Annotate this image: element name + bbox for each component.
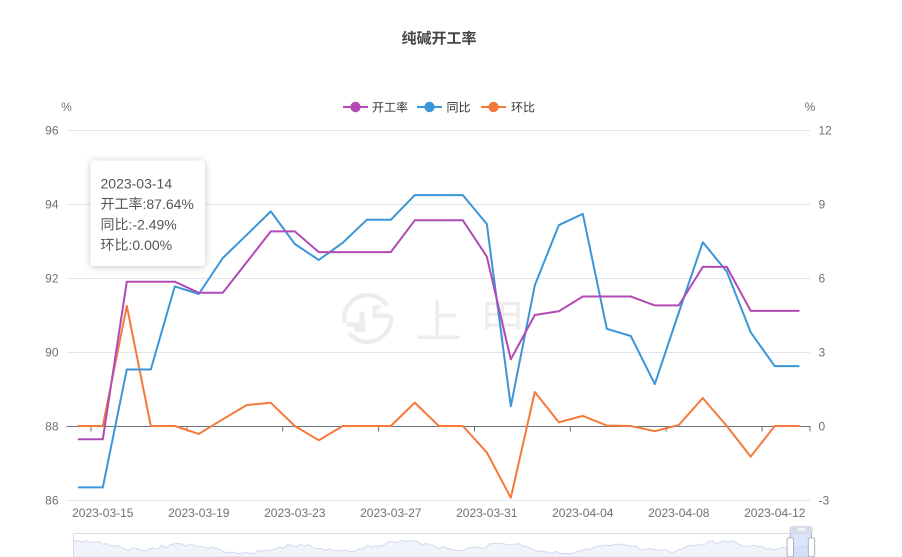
svg-text:2023-03-23: 2023-03-23	[264, 506, 326, 520]
svg-text:94: 94	[45, 197, 59, 211]
svg-text:%: %	[805, 100, 816, 114]
svg-text:3: 3	[819, 345, 826, 359]
svg-text:2023-04-12: 2023-04-12	[744, 506, 806, 520]
svg-text:92: 92	[45, 271, 59, 285]
svg-text:90: 90	[45, 345, 59, 359]
svg-text:2023-03-31: 2023-03-31	[456, 506, 518, 520]
svg-text:2023-04-08: 2023-04-08	[648, 506, 710, 520]
svg-text::0.00%: :0.00%	[129, 237, 173, 253]
svg-text:2023-03-27: 2023-03-27	[360, 506, 422, 520]
svg-text:2023-03-14: 2023-03-14	[101, 175, 173, 191]
svg-text:%: %	[61, 100, 72, 114]
svg-text:96: 96	[45, 123, 59, 137]
svg-text:2023-03-15: 2023-03-15	[72, 506, 134, 520]
svg-text:86: 86	[45, 493, 59, 507]
svg-text:88: 88	[45, 419, 59, 433]
svg-text:2023-03-19: 2023-03-19	[168, 506, 230, 520]
svg-text:-3: -3	[819, 493, 830, 507]
svg-text:2023-04-04: 2023-04-04	[552, 506, 614, 520]
svg-text::87.64%: :87.64%	[143, 196, 194, 212]
svg-text:0: 0	[819, 419, 826, 433]
svg-text:12: 12	[819, 123, 833, 137]
svg-text:9: 9	[819, 197, 826, 211]
svg-text:6: 6	[819, 271, 826, 285]
svg-text::-2.49%: :-2.49%	[129, 216, 177, 232]
